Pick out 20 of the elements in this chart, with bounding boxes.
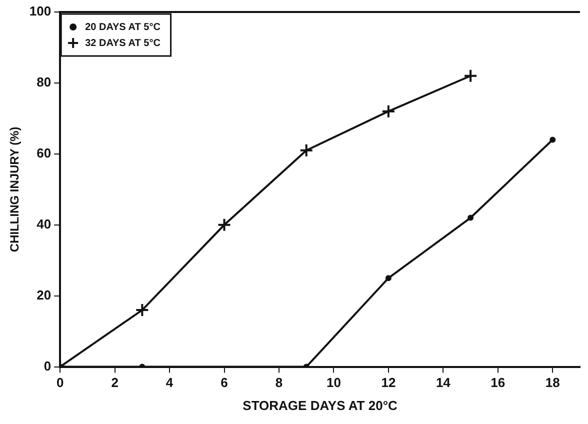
x-tick-label: 0 bbox=[56, 375, 64, 390]
x-tick-label: 18 bbox=[545, 375, 560, 390]
y-axis-title: CHILLING INJURY (%) bbox=[8, 126, 22, 252]
x-tick-label: 16 bbox=[490, 375, 506, 390]
legend-label: 32 DAYS AT 5°C bbox=[85, 38, 160, 49]
x-tick-label: 2 bbox=[111, 375, 118, 390]
legend-label: 20 DAYS AT 5°C bbox=[85, 22, 160, 33]
x-tick-label: 4 bbox=[166, 375, 174, 390]
y-tick-label: 100 bbox=[29, 4, 52, 19]
x-tick-label: 6 bbox=[220, 375, 228, 390]
x-tick-label: 12 bbox=[381, 375, 396, 390]
x-axis-title: STORAGE DAYS AT 20°C bbox=[242, 398, 398, 413]
y-tick-label: 80 bbox=[36, 74, 52, 90]
x-tick-label: 8 bbox=[275, 375, 283, 390]
y-tick-label: 20 bbox=[36, 287, 52, 302]
y-tick-label: 60 bbox=[36, 146, 52, 160]
x-tick-label: 10 bbox=[326, 375, 341, 390]
y-tick-label: 40 bbox=[36, 216, 52, 232]
x-tick-label: 14 bbox=[436, 375, 452, 390]
y-tick-label: 0 bbox=[44, 358, 52, 374]
